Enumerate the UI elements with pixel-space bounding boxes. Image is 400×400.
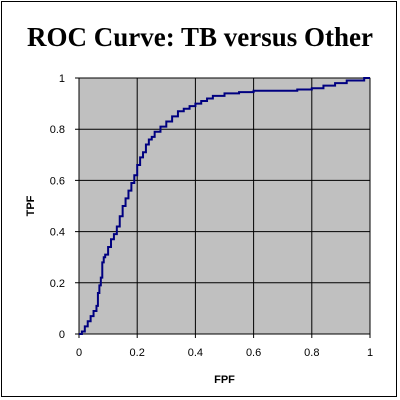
y-tick-label: 0.2 — [50, 278, 65, 290]
x-tick-label: 0 — [76, 347, 82, 359]
x-tick-label: 1 — [367, 347, 373, 359]
roc-curve-line — [79, 77, 370, 335]
y-tick-label: 0.6 — [50, 175, 65, 187]
x-tick-label: 0.4 — [188, 347, 203, 359]
x-tick-labels: 0 0.2 0.4 0.6 0.8 1 — [76, 347, 373, 359]
y-tick-labels: 0 0.2 0.4 0.6 0.8 1 — [50, 73, 65, 341]
y-tick-label: 0 — [59, 329, 65, 341]
grid-lines — [75, 77, 371, 338]
chart-title: ROC Curve: TB versus Other — [27, 22, 373, 52]
y-tick-label: 1 — [59, 73, 65, 85]
x-tick-label: 0.2 — [130, 347, 145, 359]
x-tick-label: 0.6 — [246, 347, 261, 359]
y-tick-label: 0.8 — [50, 124, 65, 136]
x-tick-label: 0.8 — [304, 347, 319, 359]
x-axis-title: FPF — [214, 374, 235, 386]
y-tick-label: 0.4 — [50, 227, 65, 239]
y-axis-title: TPF — [25, 195, 37, 216]
